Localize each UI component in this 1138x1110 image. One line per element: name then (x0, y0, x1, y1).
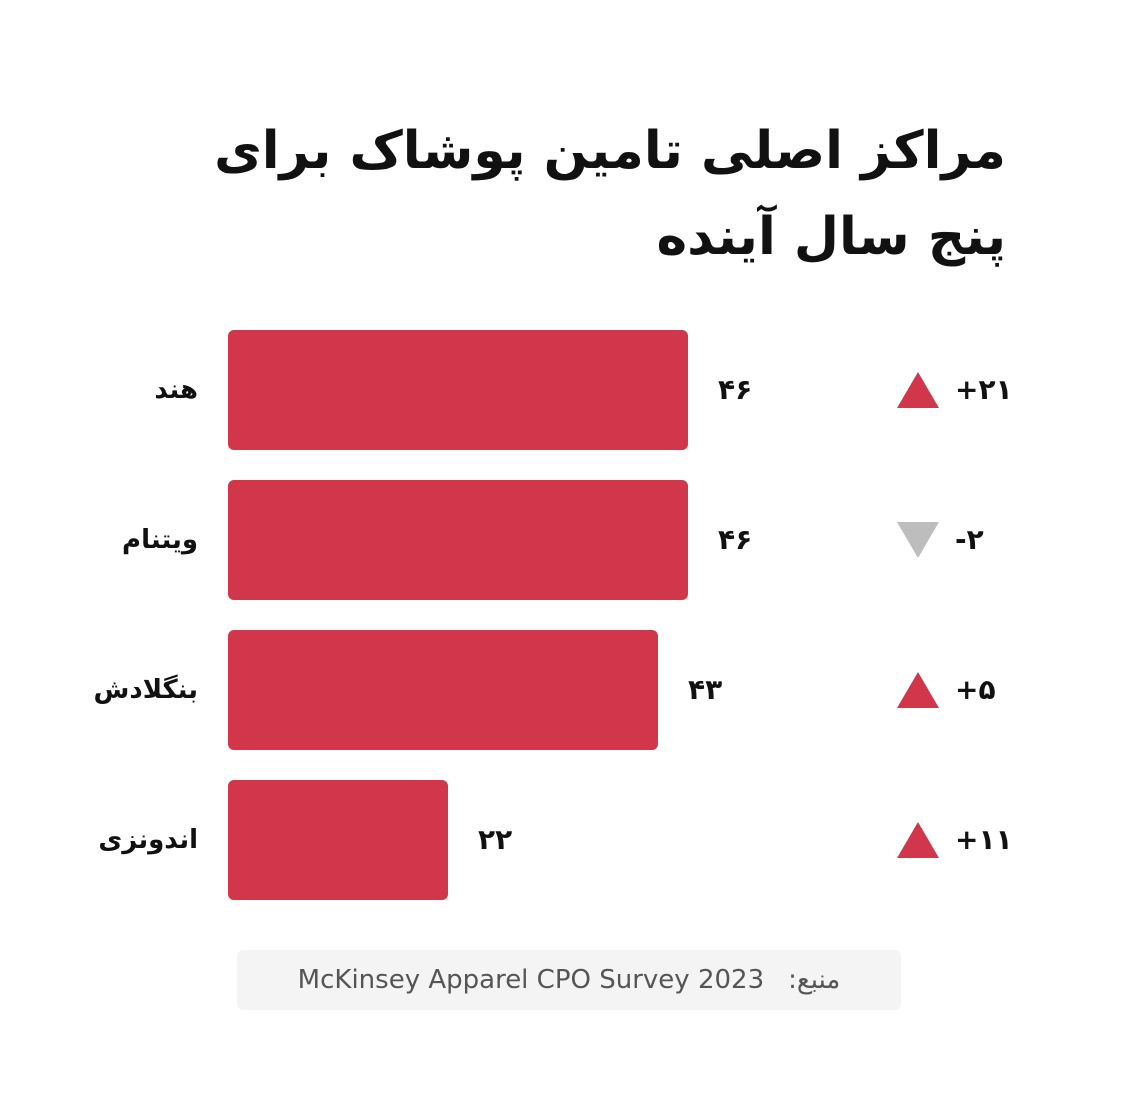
bar (228, 780, 448, 900)
triangle-up-icon (897, 822, 939, 858)
change-label: +۵ (955, 673, 996, 706)
value-label: ۴۳ (688, 673, 723, 706)
change-label: +۱۱ (955, 823, 1013, 856)
change-label: +۲۱ (955, 373, 1013, 406)
chart-row: ویتنام ۴۶ -۲ (0, 480, 1138, 600)
change-label: -۲ (955, 523, 984, 556)
triangle-up-icon (897, 672, 939, 708)
chart-row: هند ۴۶ +۲۱ (0, 330, 1138, 450)
value-label: ۴۶ (718, 373, 753, 406)
bar (228, 630, 658, 750)
bar (228, 480, 688, 600)
value-label: ۴۶ (718, 523, 753, 556)
source-label: منبع: (788, 965, 841, 995)
chart-title: مراکز اصلی تامین پوشاک برای پنج سال آیند… (214, 121, 1006, 267)
bar (228, 330, 688, 450)
chart-row: اندونزی ۲۲ +۱۱ (0, 780, 1138, 900)
category-label: ویتنام (122, 525, 198, 555)
category-label: بنگلادش (93, 675, 198, 705)
triangle-down-icon (897, 522, 939, 558)
triangle-up-icon (897, 372, 939, 408)
source-text: McKinsey Apparel CPO Survey 2023 (297, 965, 765, 995)
category-label: هند (154, 375, 198, 405)
category-label: اندونزی (98, 825, 198, 855)
chart-row: بنگلادش ۴۳ +۵ (0, 630, 1138, 750)
source-note: منبع: McKinsey Apparel CPO Survey 2023 (237, 950, 901, 1010)
value-label: ۲۲ (478, 823, 513, 856)
